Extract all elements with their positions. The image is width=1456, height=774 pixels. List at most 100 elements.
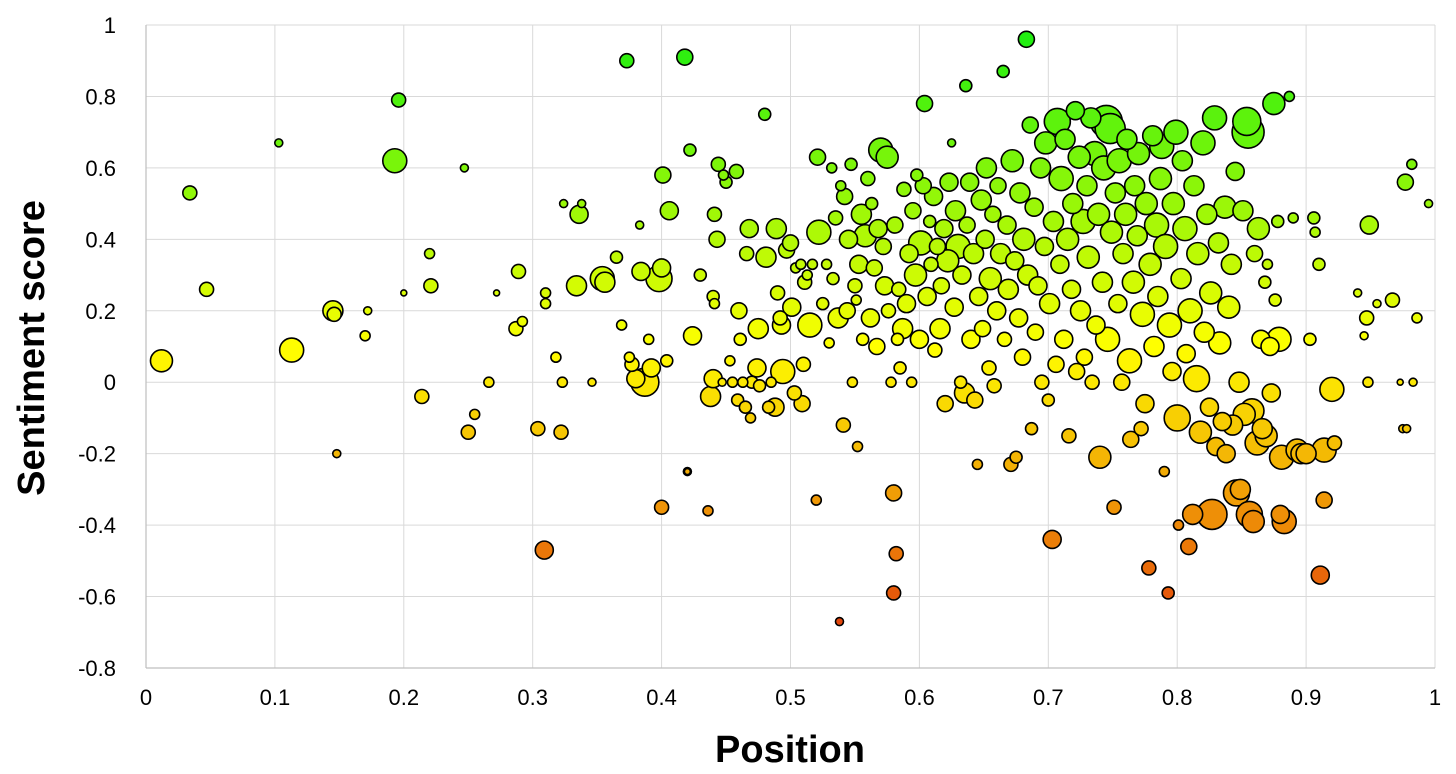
data-point [944, 199, 967, 222]
data-point [565, 274, 588, 297]
data-point [693, 268, 708, 282]
data-point [997, 278, 1020, 301]
data-point [1312, 257, 1326, 272]
data-point [1411, 312, 1423, 324]
data-point [786, 385, 803, 401]
data-point [1000, 148, 1025, 173]
data-point [1176, 343, 1197, 364]
data-point [885, 376, 897, 389]
x-axis-title: Position [715, 729, 865, 771]
data-point [1260, 336, 1280, 357]
data-point [868, 218, 888, 239]
data-point [1067, 362, 1086, 381]
data-point [860, 170, 876, 187]
data-point [682, 325, 703, 346]
data-point [1326, 435, 1343, 451]
data-point [1315, 491, 1333, 509]
x-tick-label: 0 [140, 685, 152, 710]
data-point [1112, 242, 1134, 265]
data-point [1126, 224, 1149, 247]
data-point [747, 358, 767, 378]
x-tick-label: 0.8 [1162, 685, 1193, 710]
data-point [1261, 383, 1282, 403]
y-axis-title: Sentiment score [11, 200, 53, 496]
data-point [1053, 329, 1074, 350]
data-point [978, 266, 1003, 291]
data-point [849, 254, 869, 275]
data-point [326, 306, 342, 323]
data-point [769, 358, 796, 385]
data-point [838, 301, 857, 320]
data-point [1091, 271, 1114, 294]
data-point [1008, 308, 1029, 328]
data-point [1352, 288, 1363, 298]
data-point [1172, 215, 1198, 242]
data-point [959, 172, 980, 192]
data-point [423, 247, 436, 260]
data-point [808, 148, 827, 166]
data-point [886, 216, 904, 234]
data-point [1287, 212, 1300, 224]
data-point [623, 351, 636, 364]
data-point [423, 277, 439, 294]
data-point [820, 258, 833, 271]
data-point [149, 348, 174, 373]
data-point [726, 376, 739, 389]
data-point [826, 271, 840, 286]
data-point [539, 287, 552, 299]
data-point [483, 376, 495, 389]
data-point [626, 368, 646, 389]
data-point [273, 138, 284, 148]
data-point [1190, 130, 1216, 156]
data-point [896, 181, 912, 198]
data-point [806, 258, 819, 271]
x-tick-label: 0.1 [260, 685, 291, 710]
data-point [997, 215, 1017, 235]
data-point [865, 259, 884, 277]
x-tick-labels: 0 0.1 0.2 0.3 0.4 0.5 0.6 0.7 0.8 0.9 1 [140, 685, 1441, 710]
data-point [182, 185, 198, 201]
data-point [1156, 312, 1183, 338]
data-point [659, 353, 674, 368]
data-point [1134, 191, 1159, 216]
data-point [717, 169, 730, 181]
data-point [772, 310, 788, 326]
data-point [569, 204, 589, 225]
data-point [1108, 293, 1128, 314]
data-point [868, 337, 886, 356]
data-point [1009, 450, 1023, 465]
data-point [717, 377, 727, 388]
data-point [915, 94, 934, 113]
data-point [1152, 233, 1179, 260]
data-point [835, 417, 852, 433]
data-point [708, 297, 721, 310]
data-point [1143, 335, 1165, 358]
data-point [801, 269, 814, 281]
data-point [1143, 212, 1170, 238]
axes [145, 25, 1435, 669]
data-point [893, 361, 907, 375]
data-point [847, 277, 863, 294]
data-point [510, 263, 527, 280]
data-point [874, 237, 893, 256]
data-point [1220, 253, 1243, 276]
y-tick-label: 0.6 [85, 156, 116, 181]
data-point [1112, 373, 1131, 392]
data-point [1232, 199, 1254, 222]
data-point [984, 205, 1002, 224]
x-tick-label: 0.5 [775, 685, 806, 710]
data-point [1246, 216, 1271, 241]
data-point [1181, 503, 1204, 526]
data-point [904, 201, 922, 220]
y-tick-label: -0.8 [78, 656, 116, 681]
data-point [1042, 529, 1062, 550]
data-point [516, 315, 529, 328]
data-point [1193, 321, 1216, 344]
data-point [1198, 281, 1223, 305]
data-point [1065, 100, 1086, 121]
data-point [1161, 191, 1186, 216]
data-point [331, 448, 342, 459]
data-point [958, 216, 976, 234]
data-point [923, 256, 939, 273]
